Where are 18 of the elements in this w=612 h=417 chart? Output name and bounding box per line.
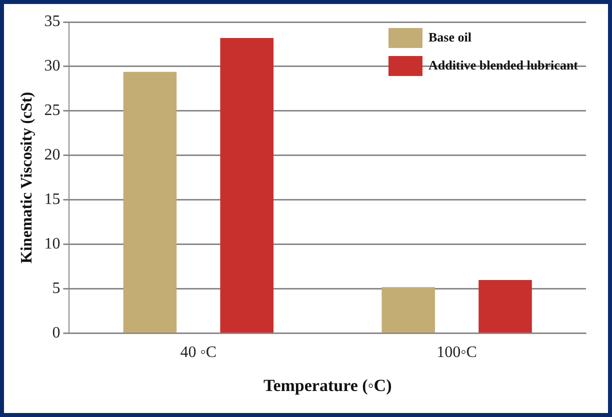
x-tick-label: 100◦C xyxy=(436,344,477,362)
bar xyxy=(220,38,274,333)
bar xyxy=(382,287,435,333)
y-tick-label: 10 xyxy=(44,236,60,253)
bar xyxy=(478,280,532,333)
legend-label: Base oil xyxy=(428,29,472,44)
legend-label: Additive blended lubricant xyxy=(428,57,579,72)
y-tick-label: 15 xyxy=(44,191,60,208)
y-tick-label: 5 xyxy=(52,280,60,298)
y-tick-label: 0 xyxy=(52,324,60,342)
bar xyxy=(123,72,177,333)
x-tick-label: 40 ◦C xyxy=(180,344,217,362)
y-axis-title: Kinematic Viscosity (cSt) xyxy=(18,92,36,264)
y-tick-label: 25 xyxy=(44,102,60,120)
y-tick-label: 35 xyxy=(44,13,60,30)
x-axis-title: Temperature (◦C) xyxy=(263,376,392,396)
y-tick-label: 30 xyxy=(44,58,60,75)
y-tick-label: 20 xyxy=(44,146,60,164)
